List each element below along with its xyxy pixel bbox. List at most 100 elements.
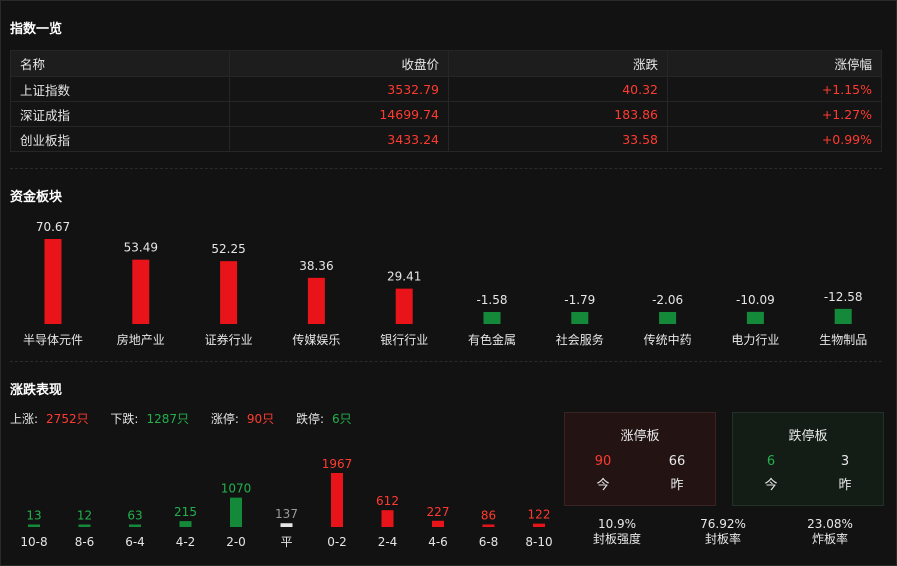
rise-fall-stats: 上涨: 2752只 下跌: 1287只 涨停: 90只 跌停: 6只 [10, 410, 370, 427]
table-row[interactable]: 上证指数 3532.79 40.32 +1.15% [10, 76, 882, 102]
metric-value: 10.9% [597, 517, 637, 531]
fund-bar[interactable] [395, 288, 413, 324]
limit-up-box: 涨停板 90 66 今 昨 [564, 412, 716, 506]
fund-category-label: 银行行业 [380, 333, 428, 347]
index-pct: +1.15% [667, 76, 882, 102]
distribution-category-label: 8-10 [525, 535, 552, 549]
distribution-bar[interactable] [78, 524, 91, 528]
distribution-bar-value-label: 13 [26, 509, 41, 523]
fund-bar-value-label: -1.79 [564, 293, 595, 307]
stat-limit-up-label: 涨停: [210, 412, 239, 426]
limit-down-box-title: 跌停板 [788, 429, 828, 444]
fund-bar[interactable] [746, 311, 764, 324]
col-header-name[interactable]: 名称 [10, 50, 230, 77]
index-close: 14699.74 [229, 101, 449, 127]
fund-bar-chart: 70.67 半导体元件 53.49 房地产业 52.25 证券行业 38.36 传媒娱乐 29.… [23, 220, 867, 347]
distribution-bar[interactable] [28, 524, 40, 528]
divider [10, 361, 882, 362]
fund-bar-value-label: 29.41 [387, 270, 421, 284]
table-row[interactable]: 深证成指 14699.74 183.86 +1.27% [10, 101, 882, 127]
distribution-bar-chart: 13 10-8 12 8-6 63 6-4 215 4-2 1070 2-0 137 平 1967 0-2… [20, 457, 552, 549]
distribution-category-label: 8-6 [75, 535, 95, 549]
fund-bar-value-label: -1.58 [476, 293, 507, 307]
limit-down-today-value: 6 [766, 454, 776, 469]
distribution-bar[interactable] [179, 521, 192, 527]
fund-category-label: 社会服务 [556, 332, 604, 347]
fund-bar[interactable] [834, 308, 852, 324]
col-header-pct[interactable]: 涨停幅 [667, 50, 882, 77]
fund-category-label: 传统中药 [644, 332, 692, 347]
distribution-category-label: 4-2 [176, 535, 196, 549]
metric-value: 76.92% [700, 517, 746, 531]
fund-bar-value-label: 52.25 [211, 242, 245, 256]
col-header-close[interactable]: 收盘价 [229, 50, 449, 77]
table-header-row: 名称 收盘价 涨跌 涨停幅 [10, 50, 882, 77]
fund-bar-value-label: 38.36 [299, 259, 333, 273]
distribution-bar-value-label: 1967 [322, 457, 353, 471]
distribution-bar[interactable] [129, 524, 141, 528]
fund-bar[interactable] [659, 312, 677, 324]
fund-bar[interactable] [132, 259, 150, 324]
distribution-category-label: 平 [280, 535, 292, 549]
index-name: 深证成指 [10, 101, 230, 127]
table-row[interactable]: 创业板指 3433.24 33.58 +0.99% [10, 126, 882, 152]
fund-bar-value-label: -2.06 [652, 293, 683, 307]
stat-limit-down-value: 6只 [332, 412, 352, 426]
col-header-change[interactable]: 涨跌 [448, 50, 668, 77]
limit-down-box: 跌停板 6 3 今 昨 [732, 412, 884, 506]
distribution-bar-value-label: 1070 [221, 482, 252, 496]
index-close: 3532.79 [229, 76, 449, 102]
limit-up-box-title: 涨停板 [620, 429, 660, 444]
limit-down-today-label: 今 [764, 478, 778, 493]
index-pct: +1.27% [667, 101, 882, 127]
fund-category-label: 生物制品 [819, 333, 867, 347]
index-pct: +0.99% [667, 126, 882, 152]
stat-up-label: 上涨: [10, 412, 39, 426]
distribution-bar[interactable] [533, 523, 545, 527]
distribution-bar-value-label: 612 [376, 494, 399, 508]
distribution-bar[interactable] [331, 473, 343, 527]
stat-down-value: 1287只 [146, 412, 190, 426]
index-name: 上证指数 [10, 76, 230, 102]
rise-fall-section-title: 涨跌表现 [10, 383, 63, 398]
index-close: 3433.24 [229, 126, 449, 152]
distribution-category-label: 2-0 [226, 535, 246, 549]
distribution-category-label: 6-8 [479, 535, 499, 549]
limit-down-prev-label: 昨 [838, 478, 852, 493]
metric-label: 封板强度 [592, 532, 641, 546]
distribution-category-label: 0-2 [327, 535, 347, 549]
distribution-bar[interactable] [482, 524, 495, 528]
metric-label: 炸板率 [811, 532, 848, 546]
fund-category-label: 房地产业 [117, 332, 165, 347]
fund-bar-value-label: -12.58 [824, 290, 863, 304]
distribution-bar[interactable] [280, 523, 293, 527]
distribution-category-label: 4-6 [428, 535, 448, 549]
metric-label: 封板率 [704, 532, 741, 546]
fund-bar-value-label: -10.09 [736, 293, 775, 307]
fund-category-label: 证券行业 [205, 332, 253, 347]
distribution-bar[interactable] [432, 520, 444, 527]
metric-seal-rate: 76.92% 封板率 [668, 517, 778, 547]
limit-down-prev-value: 3 [840, 454, 850, 469]
stat-limit-up-value: 90只 [246, 412, 275, 426]
fund-bar[interactable] [483, 312, 501, 324]
fund-section-title: 资金板块 [10, 190, 63, 205]
fund-bar[interactable] [44, 239, 62, 324]
metric-break-rate: 23.08% 炸板率 [775, 517, 885, 547]
limit-up-today-value: 90 [594, 454, 612, 469]
metric-seal-strength: 10.9% 封板强度 [562, 517, 672, 547]
distribution-bar[interactable] [230, 497, 242, 527]
fund-bar[interactable] [220, 261, 238, 324]
fund-bar-value-label: 70.67 [36, 220, 70, 234]
distribution-bar-value-label: 122 [528, 508, 551, 522]
distribution-category-label: 10-8 [20, 535, 47, 549]
distribution-bar[interactable] [381, 510, 394, 527]
distribution-bar-value-label: 227 [427, 505, 450, 519]
fund-bar[interactable] [307, 277, 325, 324]
distribution-category-label: 2-4 [378, 535, 398, 549]
distribution-category-label: 6-4 [125, 535, 145, 549]
distribution-bar-value-label: 12 [77, 509, 92, 523]
fund-bar[interactable] [571, 312, 589, 324]
distribution-bar-value-label: 86 [481, 509, 496, 523]
distribution-bar-value-label: 63 [127, 509, 142, 523]
